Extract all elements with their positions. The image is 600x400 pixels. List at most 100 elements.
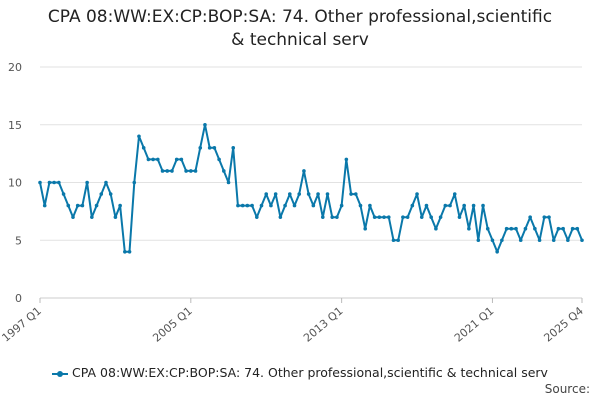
data-point[interactable] [231, 146, 236, 150]
data-point[interactable] [38, 180, 42, 185]
data-point[interactable] [132, 180, 137, 185]
data-point[interactable] [99, 192, 104, 196]
data-point[interactable] [481, 203, 485, 208]
data-point[interactable] [396, 238, 400, 243]
data-point[interactable] [580, 238, 584, 243]
data-point[interactable] [335, 215, 339, 219]
data-point[interactable] [283, 203, 287, 208]
data-point[interactable] [179, 157, 184, 162]
data-point[interactable] [344, 157, 349, 162]
data-point[interactable] [156, 157, 160, 162]
data-point[interactable] [189, 169, 193, 173]
data-point[interactable] [52, 180, 56, 185]
data-point[interactable] [462, 203, 466, 208]
data-point[interactable] [448, 203, 452, 208]
data-point[interactable] [151, 157, 155, 162]
data-point[interactable] [363, 226, 368, 231]
data-point[interactable] [339, 203, 344, 208]
data-point[interactable] [438, 215, 443, 219]
data-point[interactable] [500, 238, 504, 243]
data-point[interactable] [424, 203, 429, 208]
data-point[interactable] [297, 192, 302, 196]
data-point[interactable] [57, 180, 61, 185]
data-point[interactable] [476, 238, 481, 243]
data-point[interactable] [94, 203, 99, 208]
data-point[interactable] [434, 226, 438, 231]
data-point[interactable] [71, 215, 75, 219]
data-point[interactable] [104, 180, 108, 185]
data-point[interactable] [537, 238, 542, 243]
data-point[interactable] [118, 203, 122, 208]
data-point[interactable] [419, 215, 424, 219]
data-point[interactable] [415, 192, 419, 196]
data-point[interactable] [372, 215, 377, 219]
data-point[interactable] [236, 203, 240, 208]
data-point[interactable] [518, 238, 523, 243]
data-point[interactable] [306, 192, 311, 196]
data-point[interactable] [391, 238, 396, 243]
data-point[interactable] [137, 134, 141, 139]
data-point[interactable] [198, 146, 203, 150]
data-point[interactable] [217, 157, 221, 162]
data-point[interactable] [113, 215, 118, 219]
data-point[interactable] [292, 203, 297, 208]
data-point[interactable] [85, 180, 89, 185]
data-point[interactable] [325, 192, 330, 196]
data-point[interactable] [170, 169, 174, 173]
data-point[interactable] [90, 215, 94, 219]
data-point[interactable] [193, 169, 198, 173]
data-point[interactable] [382, 215, 386, 219]
data-point[interactable] [353, 192, 358, 196]
data-point[interactable] [485, 226, 490, 231]
data-point[interactable] [311, 203, 316, 208]
data-point[interactable] [467, 226, 471, 231]
data-point[interactable] [80, 203, 85, 208]
data-point[interactable] [566, 238, 570, 243]
data-point[interactable] [203, 122, 207, 127]
data-point[interactable] [302, 169, 306, 173]
data-point[interactable] [528, 215, 532, 219]
data-point[interactable] [556, 226, 561, 231]
data-point[interactable] [358, 203, 363, 208]
data-point[interactable] [222, 169, 226, 173]
data-point[interactable] [542, 215, 547, 219]
data-point[interactable] [509, 226, 514, 231]
data-point[interactable] [146, 157, 151, 162]
data-point[interactable] [259, 203, 264, 208]
data-point[interactable] [174, 157, 179, 162]
data-point[interactable] [377, 215, 382, 219]
data-point[interactable] [575, 226, 580, 231]
legend[interactable]: CPA 08:WW:EX:CP:BOP:SA: 74. Other profes… [0, 365, 600, 380]
data-point[interactable] [551, 238, 556, 243]
data-point[interactable] [184, 169, 188, 173]
data-point[interactable] [160, 169, 165, 173]
data-point[interactable] [320, 215, 325, 219]
data-point[interactable] [561, 226, 565, 231]
data-point[interactable] [123, 250, 127, 254]
data-point[interactable] [127, 250, 132, 254]
data-point[interactable] [457, 215, 462, 219]
data-point[interactable] [443, 203, 448, 208]
data-point[interactable] [42, 203, 47, 208]
data-point[interactable] [495, 250, 499, 254]
data-point[interactable] [405, 215, 410, 219]
data-point[interactable] [287, 192, 292, 196]
data-point[interactable] [523, 226, 528, 231]
data-point[interactable] [240, 203, 245, 208]
data-point[interactable] [273, 192, 278, 196]
data-point[interactable] [471, 203, 476, 208]
data-point[interactable] [490, 238, 495, 243]
data-point[interactable] [278, 215, 283, 219]
data-point[interactable] [429, 215, 433, 219]
data-point[interactable] [386, 215, 391, 219]
data-point[interactable] [75, 203, 80, 208]
data-point[interactable] [410, 203, 415, 208]
data-point[interactable] [254, 215, 259, 219]
data-point[interactable] [533, 226, 537, 231]
data-point[interactable] [108, 192, 113, 196]
data-point[interactable] [452, 192, 457, 196]
data-point[interactable] [226, 180, 231, 185]
data-point[interactable] [547, 215, 551, 219]
data-point[interactable] [504, 226, 509, 231]
data-point[interactable] [401, 215, 405, 219]
